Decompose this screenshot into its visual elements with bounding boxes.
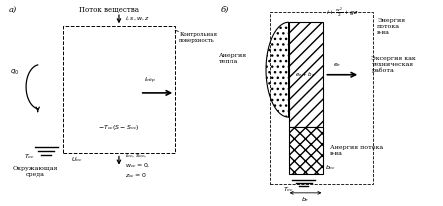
Text: $T_{ос}$: $T_{ос}$ [283,185,294,194]
Text: $e_e$: $e_e$ [334,61,342,69]
Text: б): б) [221,6,229,14]
Text: Энергия
потока
в-ва: Энергия потока в-ва [377,18,405,35]
Bar [63,26,175,153]
Polygon shape [266,22,289,117]
Text: $b_{ос}$: $b_{ос}$ [325,163,336,172]
Text: $b_e$: $b_e$ [301,195,310,204]
Text: $i+\frac{w^2}{2}+gz$: $i+\frac{w^2}{2}+gz$ [326,6,359,20]
Text: $q_0$: $q_0$ [10,68,19,77]
Text: $i_{ос}, s_{ос},$: $i_{ос}, s_{ос},$ [125,151,147,160]
Text: Анергия
тепла: Анергия тепла [219,53,247,64]
Text: Окружающая
среда: Окружающая среда [13,166,58,177]
Bar [270,12,373,184]
Bar [289,127,323,174]
Text: $z_{ос}=0$: $z_{ос}=0$ [125,171,147,180]
Text: $e_e+b_e$: $e_e+b_e$ [295,70,316,79]
Text: $w_{ос}=0,$: $w_{ос}=0,$ [125,162,151,170]
Text: $l_{обр}$: $l_{обр}$ [144,76,156,86]
Text: $-T_{ос}(S-S_{ос})$: $-T_{ос}(S-S_{ос})$ [98,123,140,132]
Text: $i, s, w, z$: $i, s, w, z$ [125,14,150,22]
Text: $T_{ос}$: $T_{ос}$ [24,152,35,161]
Bar [289,22,323,127]
Text: $U_{ос}$: $U_{ос}$ [71,156,83,164]
Text: а): а) [8,6,17,14]
Text: Поток вещества: Поток вещества [78,6,139,14]
Text: Анергия потока
в-ва: Анергия потока в-ва [330,145,383,156]
Text: Эксергия как
техническая
работа: Эксергия как техническая работа [371,56,416,73]
Text: Контрольная
поверхность: Контрольная поверхность [179,32,218,43]
